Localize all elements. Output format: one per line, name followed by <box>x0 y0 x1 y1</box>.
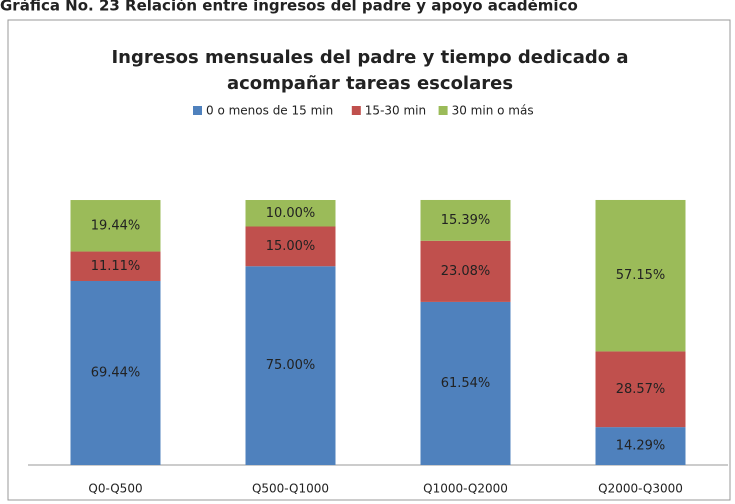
data-label: 19.44% <box>91 218 141 233</box>
data-label: 14.29% <box>616 439 666 454</box>
data-label: 28.57% <box>616 382 666 397</box>
data-label: 15.00% <box>266 239 316 254</box>
data-label: 15.39% <box>441 213 491 228</box>
bar-segment <box>595 427 686 465</box>
bar-segment <box>595 199 686 352</box>
bar-segment <box>595 351 686 428</box>
bar-segment <box>70 200 161 252</box>
data-label: 61.54% <box>441 376 491 391</box>
legend-label: 30 min o más <box>452 104 534 118</box>
bar-segment <box>245 200 336 227</box>
legend-label: 0 o menos de 15 min <box>206 104 333 118</box>
bar-segment <box>70 280 161 465</box>
x-tick-label: Q500-Q1000 <box>252 482 329 496</box>
bar-segment <box>245 226 336 267</box>
chart-title: Ingresos mensuales del padre y tiempo de… <box>111 47 628 68</box>
bar-segment <box>420 240 511 302</box>
bar-segment <box>420 199 511 241</box>
legend-swatch <box>351 106 361 115</box>
data-label: 57.15% <box>616 268 666 283</box>
legend-label: 15-30 min <box>365 104 426 118</box>
data-label: 11.11% <box>91 259 141 274</box>
x-tick-label: Q0-Q500 <box>88 482 142 496</box>
chart-title: acompañar tareas escolares <box>227 73 513 94</box>
data-label: 75.00% <box>266 358 316 373</box>
data-label: 69.44% <box>91 365 141 380</box>
x-tick-label: Q1000-Q2000 <box>423 482 508 496</box>
x-tick-label: Q2000-Q3000 <box>598 482 683 496</box>
legend-swatch <box>438 106 448 115</box>
bar-segment <box>245 266 336 465</box>
header: Gráfica No. 23 Relación entre ingresos d… <box>0 0 578 15</box>
bar-segment <box>70 251 161 281</box>
legend-swatch <box>193 106 202 115</box>
data-label: 10.00% <box>266 206 316 221</box>
bar-segment <box>420 301 511 465</box>
data-label: 23.08% <box>441 264 491 279</box>
